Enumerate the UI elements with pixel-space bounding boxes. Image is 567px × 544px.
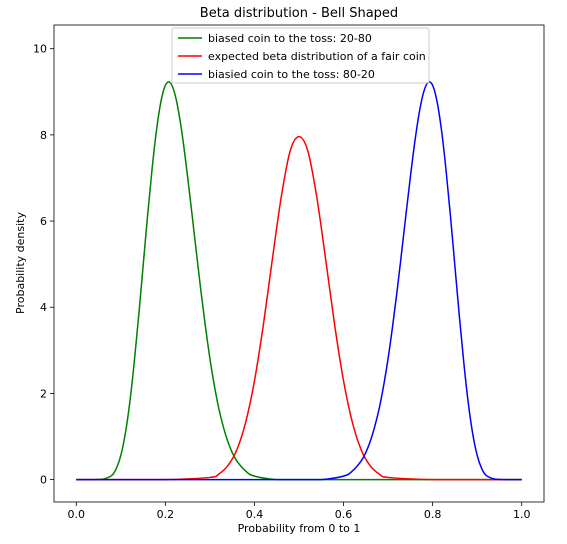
x-axis: 0.0 0.2 0.4 0.6 0.8 1.0: [68, 502, 531, 521]
y-axis-label: Probability density: [14, 212, 27, 314]
series-line-3: [76, 81, 522, 481]
chart-title: Beta distribution - Bell Shaped: [200, 6, 398, 21]
series-line-1: [76, 81, 522, 481]
y-tick-label: 10: [33, 43, 47, 56]
x-tick-label: 0.0: [68, 508, 86, 521]
series-line-2: [76, 135, 522, 481]
y-tick-label: 0: [40, 474, 47, 487]
x-tick-label: 0.2: [157, 508, 175, 521]
x-tick-label: 0.6: [335, 508, 353, 521]
y-tick-label: 6: [40, 215, 47, 228]
y-tick-label: 2: [40, 387, 47, 400]
series-lines: [76, 81, 522, 481]
x-tick-label: 0.8: [424, 508, 442, 521]
x-axis-label: Probability from 0 to 1: [238, 522, 361, 535]
legend-label: biasied coin to the toss: 80-20: [208, 68, 375, 81]
x-tick-label: 1.0: [513, 508, 531, 521]
y-tick-label: 4: [40, 301, 47, 314]
x-tick-label: 0.4: [246, 508, 264, 521]
legend-label: biased coin to the toss: 20-80: [208, 32, 372, 45]
plot-area: [53, 24, 545, 503]
y-axis: 0 2 4 6 8 10: [33, 43, 54, 487]
plot-frame: [53, 24, 545, 503]
legend-box: [171, 27, 430, 84]
legend: biased coin to the toss: 20-80 expected b…: [171, 27, 430, 84]
legend-label: expected beta distribution of a fair coi…: [208, 50, 426, 63]
y-tick-label: 8: [40, 129, 47, 142]
